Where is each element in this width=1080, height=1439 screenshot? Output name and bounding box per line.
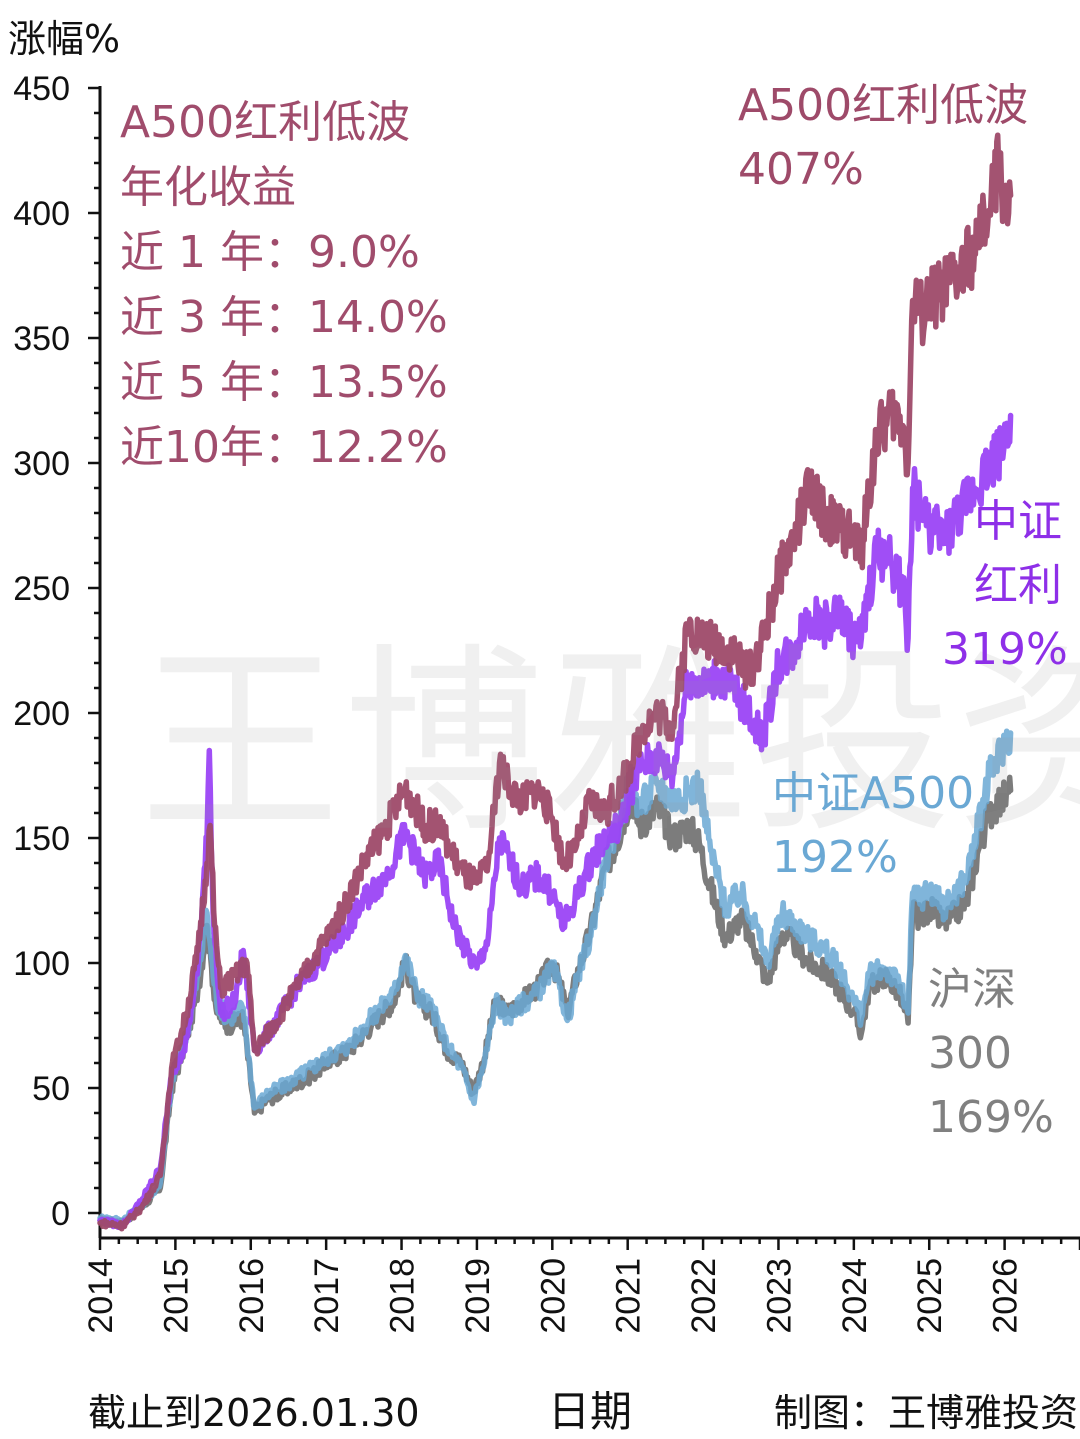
x-tick-label: 2019 (459, 1258, 497, 1334)
series-label-hs300: 沪深 300 169% (928, 958, 1054, 1150)
x-axis-label: 日期 (548, 1387, 633, 1436)
series-label-a500-div-value: 407% (738, 144, 864, 195)
y-tick-label: 0 (51, 1195, 70, 1233)
y-tick-label: 400 (13, 195, 70, 233)
date-note: 截止到2026.01.30 (88, 1391, 420, 1435)
x-tick-label: 2018 (384, 1258, 422, 1334)
chart-credit: 制图：王博雅投资 (774, 1391, 1079, 1435)
series-label-a500-div: A500红利低波 407% (738, 74, 1028, 202)
series-label-csi-a500: 中证A500 192% (772, 762, 974, 890)
x-tick-label: 2020 (534, 1258, 572, 1334)
series-label-csi-div: 中证 红利 319% (942, 490, 1068, 682)
return-3y: 近 3 年：14.0% (120, 292, 448, 343)
annualized-returns-note: A500红利低波 年化收益 近 1 年：9.0% 近 3 年：14.0% 近 5… (120, 90, 448, 480)
series-label-csi-a500-name: 中证A500 (772, 768, 975, 819)
chart-axes: 0 50 100 150 200 250 300 350 400 450 2014 2015 2016 2… (13, 70, 1080, 1334)
series-label-csi-a500-value: 192% (772, 832, 898, 883)
y-tick-label: 250 (13, 570, 70, 608)
series-label-csi-div-value: 319% (942, 624, 1068, 675)
return-1y: 近 1 年：9.0% (120, 227, 420, 278)
x-tick-label: 2021 (610, 1258, 648, 1334)
x-tick-label: 2014 (82, 1258, 120, 1334)
y-tick-label: 150 (13, 820, 70, 858)
y-tick-label: 350 (13, 320, 70, 358)
note-title-line2: 年化收益 (120, 162, 296, 213)
chart-series (97, 132, 1014, 1232)
series-line-csi_a500 (97, 728, 1014, 1226)
x-tick-label: 2016 (233, 1258, 271, 1334)
x-tick-label: 2015 (157, 1258, 195, 1334)
x-tick-label: 2026 (987, 1258, 1025, 1334)
y-tick-label: 200 (13, 695, 70, 733)
y-axis-label: 涨幅% (8, 17, 121, 61)
series-label-a500-div-name: A500红利低波 (738, 80, 1029, 131)
x-tick-label: 2024 (836, 1258, 874, 1334)
return-10y: 近10年：12.2% (120, 422, 448, 473)
series-label-hs300-code: 300 (928, 1028, 1012, 1079)
x-tick-label: 2017 (308, 1258, 346, 1334)
note-title-line1: A500红利低波 (120, 97, 411, 148)
series-label-hs300-value: 169% (928, 1092, 1054, 1143)
y-tick-label: 300 (13, 445, 70, 483)
series-label-csi-div-name2: 红利 (974, 560, 1062, 611)
x-tick-label: 2023 (760, 1258, 798, 1334)
series-line-a500_div (97, 132, 1014, 1232)
y-tick-label: 450 (13, 70, 70, 108)
y-tick-label: 100 (13, 945, 70, 983)
x-tick-label: 2022 (685, 1258, 723, 1334)
series-label-csi-div-name1: 中证 (974, 496, 1062, 547)
y-tick-label: 50 (32, 1070, 70, 1108)
x-tick-label: 2025 (911, 1258, 949, 1334)
series-label-hs300-name: 沪深 (928, 964, 1016, 1015)
return-5y: 近 5 年：13.5% (120, 357, 448, 408)
watermark: 王博雅投资 (140, 627, 1080, 860)
